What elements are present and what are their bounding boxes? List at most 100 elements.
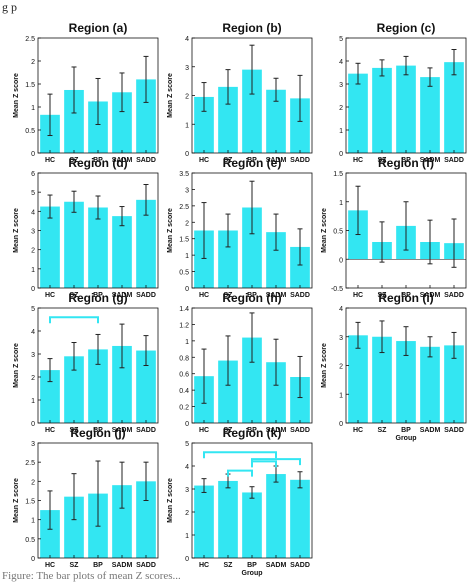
y-tick-label: 1.4: [179, 306, 189, 313]
y-tick-label: 1.5: [25, 82, 35, 89]
bar-sadm: [112, 92, 132, 153]
x-tick-label: BP: [93, 427, 103, 434]
chart-title: Region (a): [69, 21, 128, 35]
y-tick-label: 1.2: [179, 322, 189, 329]
significance-bracket-0: [227, 469, 253, 477]
chart-title: Region (k): [223, 426, 282, 440]
y-tick-label: 5: [185, 441, 189, 448]
x-tick-label: HC: [353, 157, 363, 164]
y-axis-label: Mean Z score: [321, 343, 328, 388]
x-tick-label: SADD: [136, 157, 156, 164]
x-tick-label: SADM: [420, 427, 441, 434]
bar-sadd: [290, 98, 310, 153]
y-tick-label: 2: [31, 248, 35, 255]
bar-bp: [242, 69, 262, 153]
bar-bp: [242, 337, 262, 423]
y-tick-label: 0.5: [25, 128, 35, 135]
y-tick-label: 0: [339, 151, 343, 158]
y-tick-label: 3: [185, 65, 189, 72]
y-tick-label: 4: [185, 464, 189, 471]
y-tick-label: 2.5: [179, 204, 189, 211]
x-axis-label: Group: [242, 570, 263, 577]
y-tick-label: 0: [31, 421, 35, 428]
y-tick-label: 0: [31, 286, 35, 293]
significance-bracket-2: [203, 451, 277, 459]
y-tick-label: 1: [31, 105, 35, 112]
y-tick-label: 0.5: [333, 229, 343, 236]
caption-fragment: g p: [2, 0, 17, 14]
y-tick-label: 1.5: [179, 237, 189, 244]
x-tick-label: BP: [247, 427, 257, 434]
x-tick-label: HC: [45, 157, 55, 164]
y-tick-label: 1: [185, 122, 189, 129]
y-tick-label: 1: [31, 267, 35, 274]
y-axis-label: Mean Z score: [13, 208, 20, 253]
bar-hc: [348, 73, 368, 153]
x-tick-label: SZ: [224, 292, 234, 299]
bar-bp: [88, 101, 108, 153]
x-tick-label: SZ: [378, 427, 388, 434]
y-axis-label: Mean Z score: [13, 343, 20, 388]
bar-sz: [218, 360, 238, 423]
chart-panel-4: Region (e)00.511.522.533.5HC SZ BP SADM SADD…: [167, 156, 313, 299]
x-tick-label: SADD: [290, 157, 310, 164]
chart-title: Region (c): [377, 21, 436, 35]
bar-sadd: [136, 199, 156, 288]
bar-bp: [242, 492, 262, 558]
bar-hc: [194, 230, 214, 288]
y-tick-label: 4: [185, 36, 189, 43]
bar-sadd: [290, 246, 310, 288]
y-tick-label: 0.8: [179, 355, 189, 362]
x-tick-label: HC: [45, 427, 55, 434]
y-tick-label: 4: [339, 306, 343, 313]
y-tick-label: 3: [339, 82, 343, 89]
y-tick-label: 5: [339, 36, 343, 43]
significance-bracket-3: [251, 458, 301, 466]
bar-sadd: [290, 377, 310, 423]
y-tick-label: 5: [31, 190, 35, 197]
x-tick-label: SZ: [70, 157, 80, 164]
bar-sadm: [266, 474, 286, 558]
bar-hc: [40, 370, 60, 423]
y-tick-label: 5: [31, 306, 35, 313]
bar-sadm: [266, 232, 286, 288]
y-tick-label: 2: [185, 94, 189, 101]
x-tick-label: HC: [45, 562, 55, 569]
x-tick-label: SZ: [70, 427, 80, 434]
y-tick-label: 0: [339, 257, 343, 264]
x-tick-label: SADM: [420, 292, 441, 299]
y-tick-label: 0.5: [179, 270, 189, 277]
y-tick-label: 4: [31, 209, 35, 216]
y-tick-label: 0: [185, 151, 189, 158]
x-tick-label: SZ: [224, 562, 234, 569]
x-tick-label: HC: [45, 292, 55, 299]
x-tick-label: SZ: [70, 292, 80, 299]
x-tick-label: HC: [199, 427, 209, 434]
x-tick-label: BP: [247, 292, 257, 299]
x-tick-label: SADD: [136, 427, 156, 434]
x-tick-label: SZ: [378, 292, 388, 299]
y-tick-label: 1: [339, 392, 343, 399]
bar-sadd: [136, 79, 156, 153]
x-tick-label: SZ: [224, 157, 234, 164]
y-tick-label: 1.5: [25, 499, 35, 506]
y-tick-label: 0.6: [179, 372, 189, 379]
x-tick-label: SZ: [70, 562, 80, 569]
bar-sz: [64, 496, 84, 558]
bar-bp: [88, 207, 108, 288]
x-tick-label: HC: [199, 292, 209, 299]
bar-sadd: [136, 350, 156, 423]
x-tick-label: SADM: [266, 562, 287, 569]
y-tick-label: 0: [185, 556, 189, 563]
chart-panel-0: Region (a) 0 0.5 1 1.5 2 2.5 HC SZ BP SADM SADD Mean…: [13, 21, 159, 164]
x-tick-label: BP: [93, 562, 103, 569]
y-axis-label: Mean Z score: [13, 478, 20, 523]
bar-hc: [40, 510, 60, 558]
bar-bp: [396, 341, 416, 423]
x-tick-label: SADM: [266, 427, 287, 434]
bar-sadd: [444, 62, 464, 153]
